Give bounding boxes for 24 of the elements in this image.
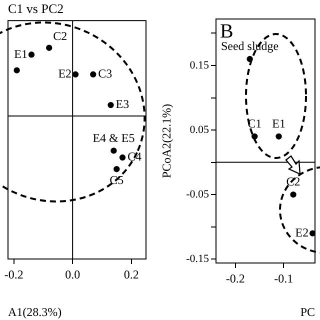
- annotation: C2: [53, 29, 68, 43]
- annotation: C2: [286, 174, 300, 189]
- x-tick-label: -0.1: [274, 271, 294, 286]
- annotation: E1: [272, 116, 286, 131]
- y-tick-label: 0.15: [190, 59, 210, 72]
- x-tick-label: -0.2: [226, 271, 245, 286]
- x-axis-title: A1(28.3%): [8, 304, 62, 319]
- y-axis-title: PCoA2(22.1%): [159, 104, 174, 178]
- y-tick-label: -0.15: [186, 253, 210, 266]
- annotation: E4 & E5: [92, 130, 135, 145]
- x-axis-title: PC: [300, 304, 315, 319]
- annotation: C5: [110, 173, 124, 188]
- x-tick-label: 0.2: [124, 267, 139, 282]
- y-tick-label: -0.05: [186, 188, 210, 200]
- annotation: E3: [116, 97, 130, 112]
- annotation: C3: [98, 66, 112, 81]
- annotation: E2: [58, 66, 72, 81]
- annotation: C4: [128, 150, 142, 164]
- annotation: E2: [295, 225, 309, 240]
- x-tick-label: -0.2: [4, 267, 24, 282]
- x-tick-label: 0.0: [65, 267, 80, 282]
- annotation: E1: [14, 46, 28, 61]
- chart-title: C1 vs PC2: [8, 1, 64, 16]
- y-tick-label: 0.05: [190, 124, 210, 136]
